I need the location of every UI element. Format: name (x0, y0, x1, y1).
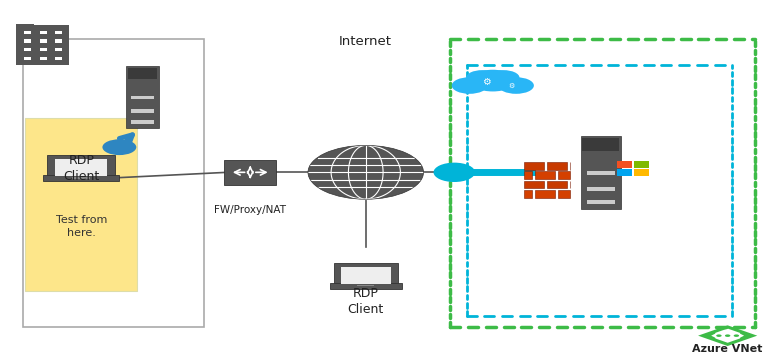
Bar (25, 118, 137, 291)
Bar (55, 39, 62, 42)
Circle shape (734, 334, 739, 337)
Circle shape (725, 334, 731, 337)
Bar (618, 162, 632, 168)
Text: RDP
Client: RDP Client (63, 154, 100, 183)
Bar (535, 171, 555, 179)
Bar (558, 171, 570, 179)
Circle shape (470, 70, 516, 92)
Bar (618, 169, 632, 176)
Text: ⚙: ⚙ (509, 83, 515, 89)
FancyBboxPatch shape (47, 155, 115, 179)
Bar (24, 39, 31, 42)
Bar (55, 31, 62, 34)
Bar (524, 162, 544, 169)
FancyBboxPatch shape (126, 66, 159, 128)
Bar (40, 39, 46, 42)
Text: FW/Proxy/NAT: FW/Proxy/NAT (214, 205, 286, 215)
Bar (55, 159, 107, 176)
Text: Test from
here.: Test from here. (56, 215, 107, 238)
FancyBboxPatch shape (224, 160, 276, 185)
Bar (55, 48, 62, 51)
Bar (40, 48, 46, 51)
Circle shape (452, 77, 487, 94)
Bar (547, 181, 567, 188)
Bar (535, 190, 555, 198)
Circle shape (466, 70, 498, 85)
Bar (24, 48, 31, 51)
Bar (128, 67, 157, 79)
Text: ⚙: ⚙ (482, 76, 490, 87)
Text: Azure VNet: Azure VNet (692, 344, 763, 354)
Bar (40, 57, 46, 60)
Text: RDP
Client: RDP Client (347, 287, 384, 316)
Bar (40, 31, 46, 34)
Bar (634, 162, 648, 168)
Circle shape (487, 70, 520, 85)
Bar (524, 181, 544, 188)
Bar (587, 200, 614, 204)
Bar (634, 169, 648, 176)
Circle shape (434, 163, 475, 182)
Bar (24, 31, 31, 34)
Bar (547, 162, 567, 169)
Circle shape (308, 145, 424, 199)
Bar (55, 57, 62, 60)
Circle shape (716, 334, 721, 337)
FancyBboxPatch shape (333, 263, 398, 286)
Bar (132, 109, 153, 113)
Bar (582, 138, 619, 151)
Bar (524, 190, 532, 198)
Bar (24, 57, 31, 60)
Bar (558, 190, 570, 198)
Bar (23, 39, 204, 327)
Bar (341, 267, 390, 284)
Text: Internet: Internet (340, 36, 392, 48)
Bar (587, 171, 614, 175)
Bar (357, 285, 374, 286)
Bar (132, 96, 153, 99)
Circle shape (498, 77, 534, 94)
Bar (587, 187, 614, 191)
Bar (132, 120, 153, 124)
Bar (16, 25, 69, 65)
Bar (16, 24, 35, 41)
Bar (524, 171, 532, 179)
Circle shape (102, 139, 136, 155)
FancyBboxPatch shape (42, 175, 119, 181)
FancyBboxPatch shape (330, 283, 402, 289)
Bar (72, 177, 89, 179)
FancyBboxPatch shape (581, 136, 621, 209)
